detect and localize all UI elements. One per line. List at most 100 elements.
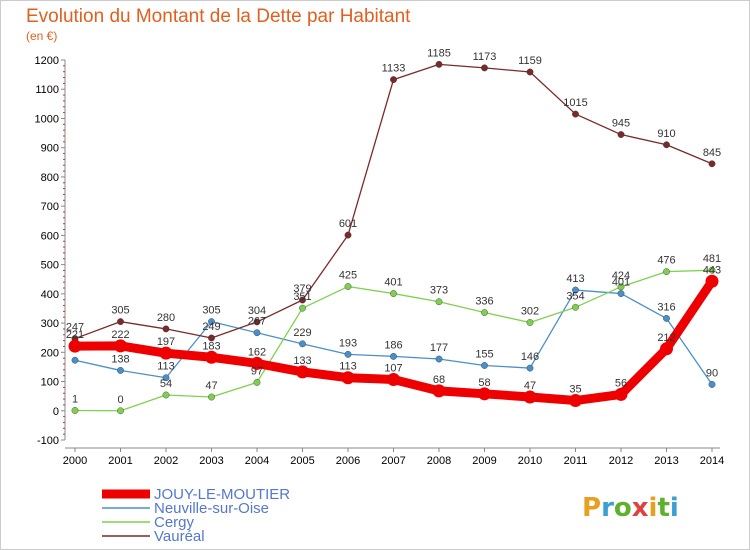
data-point-jouy-le-moutier (660, 342, 673, 356)
data-label-jouy-le-moutier: 68 (433, 374, 445, 386)
data-point-neuville-sur-oise (526, 364, 534, 372)
x-tick-label: 2005 (290, 455, 314, 467)
data-label-neuville-sur-oise: 229 (293, 327, 311, 339)
y-tick-label: 200 (41, 347, 59, 359)
data-label-jouy-le-moutier: 197 (157, 336, 175, 348)
data-label-vaur-al: 1133 (382, 63, 406, 75)
data-point-cergy (708, 266, 716, 274)
data-label-neuville-sur-oise: 90 (706, 367, 718, 379)
data-label-vaur-al: 945 (612, 118, 630, 130)
x-tick-label: 2008 (427, 455, 451, 467)
data-point-neuville-sur-oise (117, 367, 124, 374)
data-label-neuville-sur-oise: 413 (566, 273, 584, 285)
y-tick-label: 1200 (35, 55, 59, 67)
data-label-neuville-sur-oise: 177 (430, 342, 448, 354)
data-point-neuville-sur-oise (208, 318, 215, 326)
data-point-neuville-sur-oise (299, 340, 306, 348)
data-label-cergy: 481 (703, 253, 721, 265)
data-label-jouy-le-moutier: 133 (293, 355, 311, 367)
data-point-cergy (435, 298, 443, 306)
data-label-cergy: 97 (251, 365, 263, 377)
y-tick-label: 600 (41, 230, 59, 242)
x-tick-label: 2009 (472, 455, 496, 467)
data-point-jouy-le-moutier (250, 356, 264, 370)
data-point-cergy (344, 283, 352, 290)
data-point-jouy-le-moutier (614, 387, 628, 401)
data-label-jouy-le-moutier: 107 (384, 362, 402, 374)
data-label-vaur-al: 305 (111, 305, 129, 317)
data-point-neuville-sur-oise (390, 352, 397, 360)
y-tick-label: 300 (41, 318, 59, 330)
data-label-cergy: 1 (72, 393, 78, 405)
data-point-vaur-al (253, 318, 261, 326)
data-point-cergy (526, 319, 534, 326)
data-point-cergy (253, 379, 261, 386)
data-label-jouy-le-moutier: 183 (202, 340, 220, 352)
data-label-cergy: 54 (160, 378, 172, 390)
data-point-vaur-al (526, 68, 534, 76)
data-point-cergy (208, 393, 215, 401)
data-label-vaur-al: 845 (703, 147, 721, 159)
data-label-neuville-sur-oise: 155 (475, 348, 493, 360)
data-label-cergy: 302 (521, 305, 539, 317)
data-point-jouy-le-moutier (705, 274, 719, 288)
series-lines (68, 60, 719, 415)
y-tick-label: 800 (41, 172, 59, 184)
data-point-cergy (481, 309, 488, 316)
y-tick-label: 500 (41, 260, 59, 272)
x-tick-label: 2004 (245, 455, 269, 467)
data-point-cergy (162, 391, 170, 399)
legend-label-jouy-le-moutier: JOUY-LE-MOUTIER (154, 486, 290, 503)
data-point-cergy (390, 290, 397, 297)
data-label-cergy: 401 (384, 277, 402, 289)
data-point-neuville-sur-oise (71, 356, 79, 364)
data-point-vaur-al (617, 131, 625, 138)
y-tick-label: 700 (41, 201, 59, 213)
data-point-jouy-le-moutier (523, 390, 537, 404)
y-tick-label: 1100 (35, 84, 59, 96)
data-point-jouy-le-moutier (296, 365, 309, 379)
data-label-neuville-sur-oise: 186 (384, 339, 402, 351)
data-point-neuville-sur-oise (572, 286, 579, 294)
data-point-neuville-sur-oise (162, 374, 170, 382)
data-label-cergy: 424 (612, 270, 630, 282)
data-label-cergy: 425 (339, 270, 357, 282)
data-label-neuville-sur-oise: 305 (202, 305, 220, 317)
data-label-neuville-sur-oise: 316 (657, 301, 675, 313)
data-point-jouy-le-moutier (159, 346, 173, 360)
data-label-cergy: 476 (657, 255, 675, 267)
data-point-neuville-sur-oise (663, 314, 670, 322)
data-label-vaur-al: 247 (66, 322, 84, 334)
proxiti-logo: Proxiti (582, 493, 679, 523)
data-point-jouy-le-moutier (387, 372, 400, 386)
data-label-neuville-sur-oise: 267 (248, 316, 266, 328)
data-point-vaur-al (435, 60, 443, 68)
data-point-neuville-sur-oise (435, 355, 443, 363)
data-point-vaur-al (117, 318, 124, 326)
data-point-jouy-le-moutier (341, 371, 355, 385)
data-label-vaur-al: 1173 (473, 51, 497, 63)
data-label-vaur-al: 601 (339, 218, 357, 230)
data-label-vaur-al: 379 (293, 283, 311, 295)
chart-unit: (en €) (26, 29, 57, 43)
logo-text: Proxiti (582, 493, 679, 523)
data-label-cergy: 354 (566, 290, 584, 302)
data-label-vaur-al: 280 (157, 312, 175, 324)
data-label-cergy: 373 (430, 285, 448, 297)
data-label-neuville-sur-oise: 146 (521, 351, 539, 363)
data-label-cergy: 47 (205, 380, 217, 392)
x-tick-label: 2014 (700, 455, 724, 467)
data-label-jouy-le-moutier: 221 (66, 329, 84, 341)
data-label-jouy-le-moutier: 56 (615, 377, 627, 389)
data-label-neuville-sur-oise: 193 (339, 337, 357, 349)
x-tick-label: 2013 (654, 455, 678, 467)
legend-label-cergy: Cergy (154, 514, 195, 531)
data-label-vaur-al: 304 (248, 305, 266, 317)
data-label-neuville-sur-oise: 401 (612, 277, 630, 289)
data-label-cergy: 351 (293, 291, 311, 303)
x-tick-label: 2000 (63, 455, 87, 467)
data-point-neuville-sur-oise (708, 381, 716, 388)
data-label-vaur-al: 910 (657, 128, 675, 140)
